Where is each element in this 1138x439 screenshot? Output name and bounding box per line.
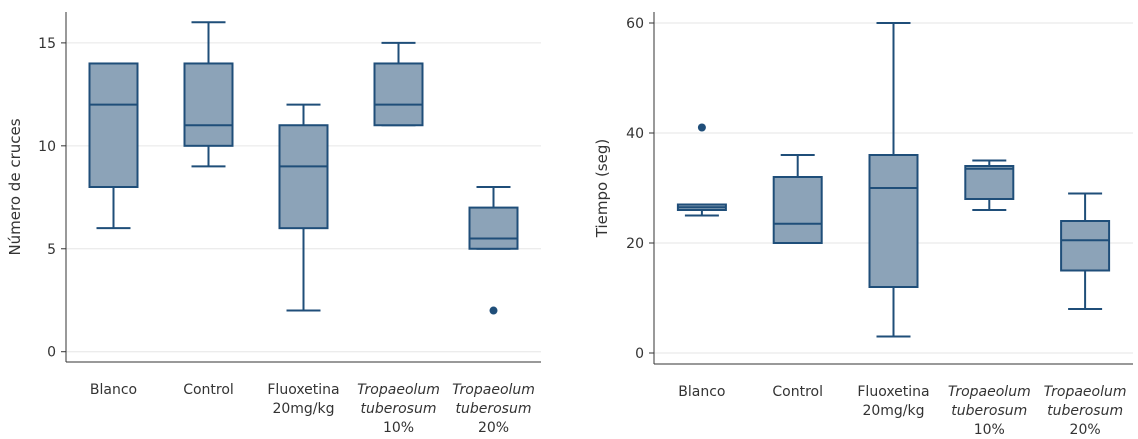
box-3 (373, 41, 424, 127)
interquartile-box (772, 176, 823, 244)
box-1 (772, 154, 823, 244)
x-category-label: Fluoxetina (857, 384, 929, 400)
y-tick-label: 40 (626, 126, 644, 142)
interquartile-box (278, 124, 329, 230)
interquartile-box (468, 206, 519, 250)
interquartile-box (373, 62, 424, 127)
interquartile-box (88, 62, 139, 188)
x-category-label: Tropaeolum (1044, 384, 1127, 400)
box-4 (468, 186, 519, 315)
y-tick-label: 15 (38, 36, 56, 52)
box-4 (1060, 192, 1111, 310)
x-category-label: tuberosum (951, 403, 1027, 419)
box-0 (88, 62, 139, 230)
boxplot-time: 0 20 40 60 Tiempo (seg) Blanco Control Fluoxeti… (593, 12, 1133, 438)
x-category-label: 20mg/kg (862, 403, 924, 419)
x-category-label: tuberosum (361, 401, 437, 417)
interquartile-box (868, 154, 919, 288)
box-2 (868, 22, 919, 338)
outlier-point (697, 123, 706, 132)
x-category-label: Control (772, 384, 823, 400)
x-category-label: tuberosum (456, 401, 532, 417)
y-axis-label: Tiempo (seg) (593, 139, 611, 238)
interquartile-box (964, 165, 1015, 200)
interquartile-box (183, 62, 234, 147)
y-tick-label: 20 (626, 236, 644, 252)
x-category-label: Fluoxetina (267, 382, 339, 398)
y-axis-label: Número de cruces (6, 118, 24, 255)
boxplot-crossings: 0 5 10 15 Número de cruces Blanco Control Fluox… (6, 12, 541, 436)
x-category-label: Tropaeolum (452, 382, 535, 398)
box-2 (278, 103, 329, 312)
interquartile-box (1060, 220, 1111, 272)
x-category-label: 20% (478, 420, 509, 436)
y-tick-label: 10 (38, 139, 56, 155)
x-category-label: Control (183, 382, 234, 398)
x-category-label: 20mg/kg (272, 401, 334, 417)
y-tick-label: 5 (47, 242, 56, 258)
y-tick-label: 60 (626, 16, 644, 32)
x-category-label: 10% (383, 420, 414, 436)
box-3 (964, 159, 1015, 211)
x-category-label: Tropaeolum (948, 384, 1031, 400)
box-1 (183, 21, 234, 168)
outlier-point (489, 306, 498, 315)
x-category-label: tuberosum (1047, 403, 1123, 419)
x-category-label: Tropaeolum (357, 382, 440, 398)
box-0 (676, 123, 727, 217)
x-category-label: 20% (1070, 422, 1101, 438)
x-category-label: 10% (974, 422, 1005, 438)
x-category-label: Blanco (90, 382, 137, 398)
y-tick-label: 0 (635, 346, 644, 362)
y-tick-label: 0 (47, 345, 56, 361)
x-category-label: Blanco (678, 384, 725, 400)
